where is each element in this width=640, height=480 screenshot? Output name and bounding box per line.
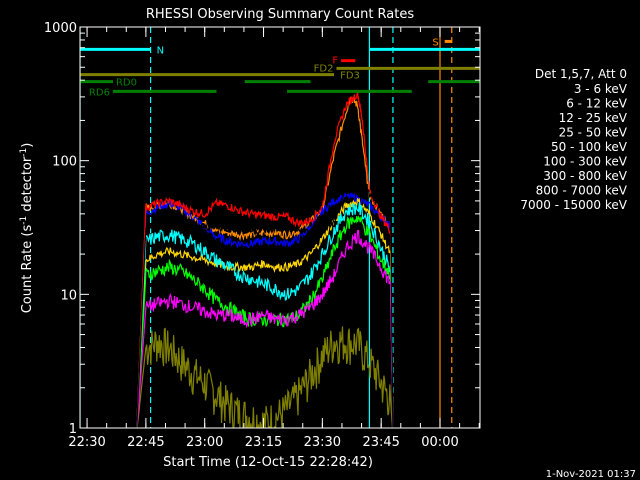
y-tick-label-2: 100 [52,155,77,170]
series-line-0 [136,185,394,428]
legend-entry-1: 6 - 12 keV [566,97,628,111]
state-label-s: S [432,37,438,48]
legend-entry-6: 300 - 800 keV [543,169,627,183]
y-axis-title-mid: detector [20,156,35,216]
state-label-n: N [157,45,164,56]
chart-title: RHESSI Observing Summary Count Rates [146,7,415,22]
legend-title: Det 1,5,7, Att 0 [535,67,627,81]
y-tick-label-1: 10 [60,288,77,303]
legend-entry-4: 50 - 100 keV [551,140,628,154]
series-line-5 [136,89,394,428]
legend-entry-8: 7000 - 15000 keV [520,198,627,212]
x-tick-label-2: 23:00 [186,435,223,450]
state-label-rd0: RD0 [116,78,137,89]
state-label-fd3: FD3 [340,71,360,82]
legend-entry-2: 12 - 25 keV [559,111,628,125]
legend-entry-7: 800 - 7000 keV [536,184,628,198]
plot-frame [79,26,481,429]
state-label-f: F [332,56,338,67]
x-tick-label-4: 23:30 [304,435,341,450]
y-axis-title: Count Rate (s-1 detector-1) [19,143,35,314]
y-axis-title-sup2: -1 [19,148,29,157]
x-tick-label-3: 23:15 [245,435,282,450]
x-tick-label-1: 22:45 [127,435,164,450]
plot-area [80,27,480,428]
series-line-3 [136,202,394,428]
x-tick-label-5: 23:45 [362,435,399,450]
y-axis-title-end: ) [20,143,35,148]
x-tick-label-0: 22:30 [68,435,105,450]
series-line-1 [136,229,394,428]
state-label-rd6: RD6 [89,87,110,98]
axes: 1 10 100 1000 22:30 22:45 23:00 23:15 23:30 23:45… [44,21,481,450]
series-line-8 [136,326,394,428]
footer-stamp: 1-Nov-2021 01:37 [546,469,636,480]
x-tick-label-6: 00:00 [421,435,458,450]
legend-entry-5: 100 - 300 keV [543,155,627,169]
y-axis-title-sup1: -1 [19,216,29,225]
y-tick-label-3: 1000 [44,21,77,36]
legend-entry-0: 3 - 6 keV [574,82,628,96]
y-tick-label-0: 1 [69,422,77,437]
y-axis-title-main: Count Rate (s [20,225,35,314]
state-label-fd2: FD2 [314,63,334,74]
legend-entry-3: 25 - 50 keV [559,126,628,140]
series-line-4 [136,197,394,428]
x-axis-title: Start Time (12-Oct-15 22:28:42) [163,455,373,470]
